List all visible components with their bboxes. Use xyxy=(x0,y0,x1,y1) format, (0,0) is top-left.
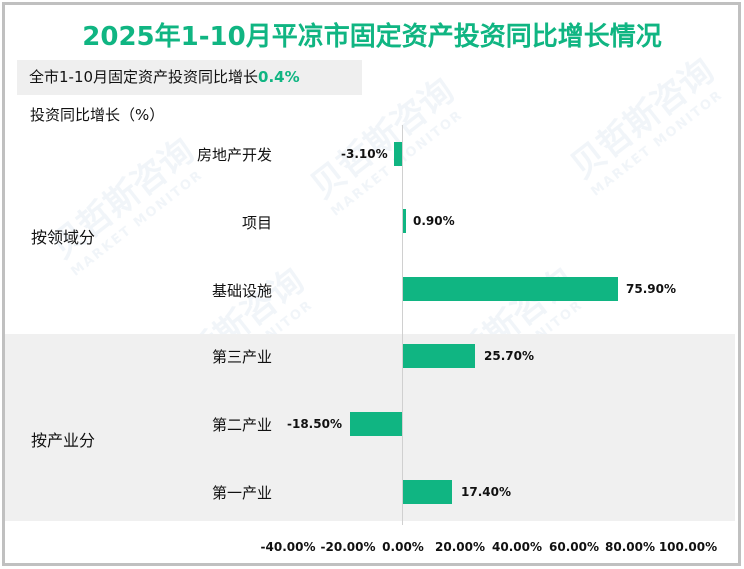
value-label: 17.40% xyxy=(461,485,511,499)
group-label-industry: 按产业分 xyxy=(31,431,96,450)
x-tick-label: 40.00% xyxy=(492,540,542,554)
category-label: 第三产业 xyxy=(211,348,272,366)
value-label: -3.10% xyxy=(341,147,388,161)
summary-value: 0.4% xyxy=(258,68,300,86)
category-label: 房地产开发 xyxy=(196,146,272,164)
value-label: 25.70% xyxy=(484,349,534,363)
bar-projects xyxy=(403,209,406,233)
value-label: -18.50% xyxy=(287,417,342,431)
bar-secondary-industry xyxy=(350,412,402,436)
x-tick-label: 0.00% xyxy=(382,540,424,554)
summary-box: 全市1-10月固定资产投资同比增长0.4% xyxy=(17,60,362,95)
x-tick-label: 100.00% xyxy=(658,540,718,554)
bar-real-estate xyxy=(394,142,402,166)
x-tick-label: -40.00% xyxy=(260,540,316,554)
x-tick-label: -20.00% xyxy=(320,540,376,554)
chart-title: 2025年1-10月平凉市固定资产投资同比增长情况 xyxy=(82,22,662,52)
value-label: 75.90% xyxy=(626,282,676,296)
bar-primary-industry xyxy=(403,480,452,504)
category-label: 项目 xyxy=(241,214,272,232)
x-tick-label: 80.00% xyxy=(605,540,655,554)
zero-axis-line xyxy=(402,125,403,525)
bar-infrastructure xyxy=(403,277,618,301)
summary-text: 全市1-10月固定资产投资同比增长 xyxy=(29,68,259,86)
group-label-domain: 按领域分 xyxy=(31,228,96,247)
y-axis-title: 投资同比增长（%） xyxy=(30,106,165,124)
bar-tertiary-industry xyxy=(403,344,475,368)
category-label: 基础设施 xyxy=(211,282,272,300)
x-tick-label: 20.00% xyxy=(435,540,485,554)
category-label: 第一产业 xyxy=(211,484,272,502)
x-tick-label: 60.00% xyxy=(549,540,599,554)
value-label: 0.90% xyxy=(413,214,455,228)
category-label: 第二产业 xyxy=(211,416,272,434)
